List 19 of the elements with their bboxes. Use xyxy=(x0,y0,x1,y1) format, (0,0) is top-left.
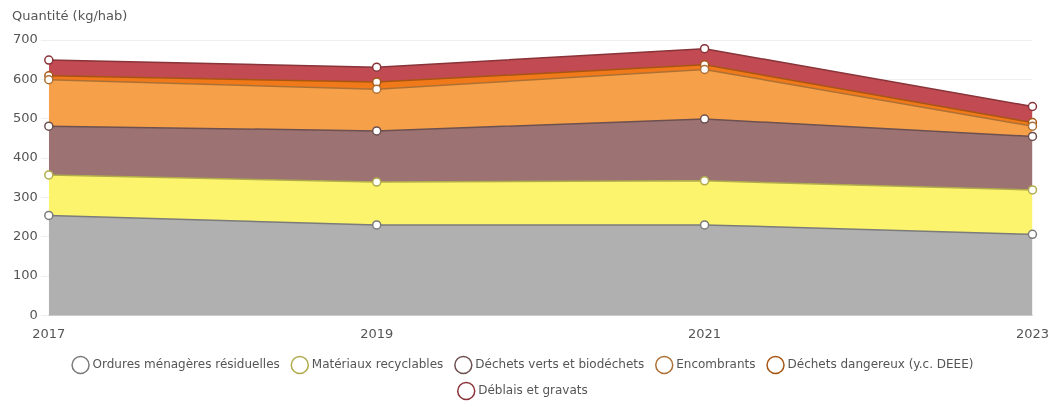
y-tick-label: 200 xyxy=(12,228,38,244)
y-tick-label: 700 xyxy=(12,31,38,47)
y-tick-label: 500 xyxy=(12,110,38,126)
legend-label: Matériaux recyclables xyxy=(311,357,444,372)
y-tick-label: 400 xyxy=(12,149,38,165)
y-tick-label: 0 xyxy=(29,306,38,322)
legend-label: Déchets dangereux (y.c. DEEE) xyxy=(787,357,974,372)
legend-label: Encombrants xyxy=(676,357,756,372)
x-tick-label: 2021 xyxy=(688,325,722,341)
legend-label: Déchets verts et biodéchets xyxy=(475,357,645,372)
y-tick-label: 300 xyxy=(12,188,38,204)
x-tick-label: 2017 xyxy=(32,325,66,341)
legend-label: Ordures ménagères résiduelles xyxy=(92,357,280,372)
x-tick-label: 2019 xyxy=(360,325,394,341)
legend-label: Déblais et gravats xyxy=(478,383,588,398)
y-tick-label: 600 xyxy=(12,70,38,86)
x-tick-label: 2023 xyxy=(1015,325,1049,341)
y-axis-title: Quantité (kg/hab) xyxy=(12,7,128,23)
y-tick-label: 100 xyxy=(12,267,38,283)
